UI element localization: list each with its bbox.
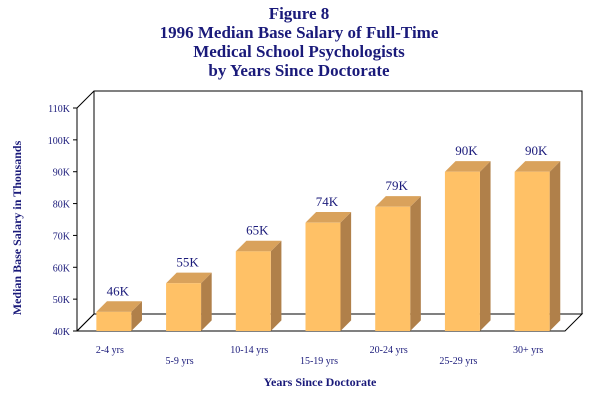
bar: 79K xyxy=(375,178,421,331)
y-tick-label: 110K xyxy=(48,104,71,115)
bar: 55K xyxy=(166,255,212,331)
bar-top xyxy=(444,161,491,172)
x-axis: 2-4 yrs 5-9 yrs 10-14 yrs 15-19 yrs 20-24 yr… xyxy=(96,345,544,367)
data-label: 65K xyxy=(246,223,269,238)
data-label: 90K xyxy=(455,143,478,158)
chart-title-line: by Years Since Doctorate xyxy=(208,61,390,80)
bar-side xyxy=(410,196,421,331)
chart-title: Figure 8 1996 Median Base Salary of Full… xyxy=(0,4,598,80)
chart-title-line: Figure 8 xyxy=(268,4,330,23)
chart-title-line: Medical School Psychologists xyxy=(193,42,405,61)
bar-top xyxy=(96,301,142,312)
bar-front xyxy=(235,251,271,331)
y-tick-label: 40K xyxy=(53,327,71,338)
bar-front xyxy=(444,171,480,331)
bar-front xyxy=(514,171,550,331)
bar-side xyxy=(340,212,352,331)
x-tick-label: 25-29 yrs xyxy=(439,356,477,367)
bar-side xyxy=(131,301,142,331)
y-tick-label: 70K xyxy=(53,231,71,242)
y-tick-label: 90K xyxy=(53,168,71,179)
bar-side xyxy=(201,272,212,331)
bar-front xyxy=(166,283,202,331)
y-tick-label: 100K xyxy=(48,136,71,147)
bar-top xyxy=(375,196,421,207)
x-tick-label: 15-19 yrs xyxy=(300,356,338,367)
bar-side xyxy=(479,161,491,331)
bar-top xyxy=(514,161,561,172)
y-axis-label: Median Base Salary in Thousands xyxy=(10,140,24,315)
y-tick-label: 80K xyxy=(53,200,71,211)
y-axis: 40K 50K 60K 70K 80K 90K 100K 110K xyxy=(48,104,77,338)
data-label: 74K xyxy=(316,194,339,209)
y-tick-label: 60K xyxy=(53,263,71,274)
bar-top xyxy=(305,212,352,223)
bar: 90K xyxy=(444,143,491,331)
floor-edge xyxy=(76,313,95,332)
bar: 65K xyxy=(235,223,282,331)
bar-front xyxy=(375,206,411,331)
data-label: 46K xyxy=(107,283,130,298)
data-label: 90K xyxy=(525,143,548,158)
bar: 46K xyxy=(96,283,142,331)
y-tick-label: 50K xyxy=(53,295,71,306)
x-tick-label: 2-4 yrs xyxy=(96,345,124,356)
x-tick-label: 30+ yrs xyxy=(513,345,543,356)
bar-side xyxy=(270,240,282,331)
bar-top xyxy=(235,240,282,252)
data-label: 79K xyxy=(386,178,409,193)
bar-front xyxy=(305,222,341,331)
bar: 90K xyxy=(514,143,561,331)
bar-top xyxy=(166,272,212,284)
x-tick-label: 5-9 yrs xyxy=(166,356,194,367)
x-tick-label: 20-24 yrs xyxy=(370,345,408,356)
data-label: 55K xyxy=(176,255,199,270)
bar: 74K xyxy=(305,194,352,331)
x-axis-label: Years Since Doctorate xyxy=(264,375,377,389)
bar-front xyxy=(96,311,132,331)
bar-side xyxy=(549,161,561,331)
x-tick-label: 10-14 yrs xyxy=(230,345,268,356)
chart-title-line: 1996 Median Base Salary of Full-Time xyxy=(159,23,439,42)
bars: 46K 55K 65K 74K 79K 90K 90K xyxy=(96,143,561,331)
